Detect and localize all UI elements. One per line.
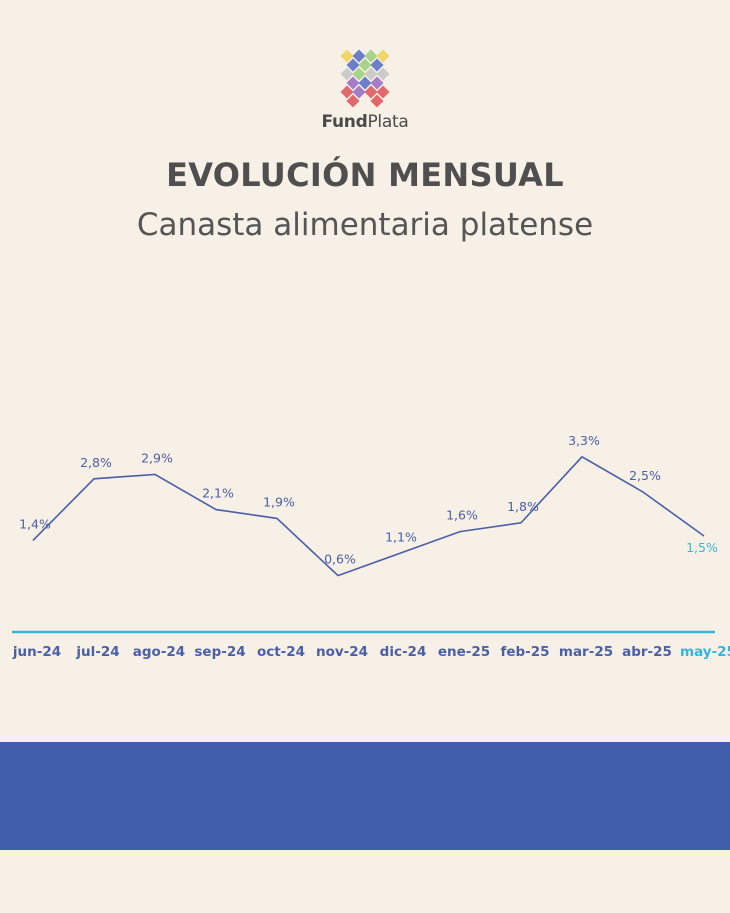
- data-label: 1,6%: [446, 508, 478, 523]
- x-tick-label: ago-24: [133, 644, 185, 660]
- logo-tile: [352, 49, 366, 63]
- data-label: 1,8%: [507, 499, 539, 514]
- logo-tile: [346, 76, 360, 90]
- logo-tile: [376, 67, 390, 81]
- data-label: 2,9%: [141, 450, 173, 465]
- logo-tile: [376, 85, 390, 99]
- logo-tile: [364, 67, 378, 81]
- line-chart: 1,4% 2,8% 2,9% 2,1% 1,9% 0,6% 1,1% 1,6% 1,8% 3,3%…: [12, 433, 730, 660]
- brand-mark-icon: [340, 49, 390, 108]
- data-label: 1,4%: [19, 516, 51, 531]
- logo-tile: [370, 76, 384, 90]
- data-label: 1,9%: [263, 494, 295, 509]
- data-label: 1,1%: [385, 530, 417, 545]
- x-tick-label: ene-25: [438, 644, 490, 660]
- brand-name: FundPlata: [0, 112, 730, 132]
- logo-tile: [376, 49, 390, 63]
- x-tick-label: dic-24: [380, 644, 427, 660]
- data-label: 0,6%: [324, 552, 356, 567]
- logo-tile: [340, 49, 354, 63]
- data-label: 2,1%: [202, 486, 234, 501]
- x-tick-label: nov-24: [316, 644, 368, 660]
- logo-tile: [346, 58, 360, 72]
- brand-name-regular: Plata: [367, 112, 409, 132]
- footer-band: [0, 742, 730, 850]
- data-label: 2,5%: [629, 468, 661, 483]
- brand-logo: FundPlata: [0, 44, 730, 132]
- logo-tile: [340, 85, 354, 99]
- x-tick-label: may-25: [680, 644, 730, 660]
- data-label: 3,3%: [568, 433, 600, 448]
- logo-tile: [358, 76, 372, 90]
- logo-tile: [370, 94, 384, 108]
- page-title: EVOLUCIÓN MENSUAL: [166, 156, 564, 194]
- x-tick-label: jul-24: [75, 644, 119, 660]
- x-tick-label: feb-25: [500, 644, 549, 660]
- logo-tile: [364, 85, 378, 99]
- data-label: 1,5%: [686, 540, 718, 555]
- logo-tile: [352, 85, 366, 99]
- brand-name-bold: Fund: [321, 112, 368, 132]
- series-line: [32, 455, 705, 577]
- x-tick-label: sep-24: [194, 644, 245, 660]
- data-label: 2,8%: [80, 455, 112, 470]
- logo-tile: [358, 58, 372, 72]
- logo-tile: [346, 94, 360, 108]
- x-tick-label: jun-24: [12, 644, 61, 660]
- x-tick-label: oct-24: [257, 644, 305, 660]
- logo-tile: [340, 67, 354, 81]
- logo-tile: [352, 67, 366, 81]
- page-subtitle: Canasta alimentaria platense: [136, 207, 594, 243]
- x-tick-label: mar-25: [559, 644, 613, 660]
- logo-tile: [364, 49, 378, 63]
- x-tick-label: abr-25: [622, 644, 672, 660]
- logo-tile: [370, 58, 384, 72]
